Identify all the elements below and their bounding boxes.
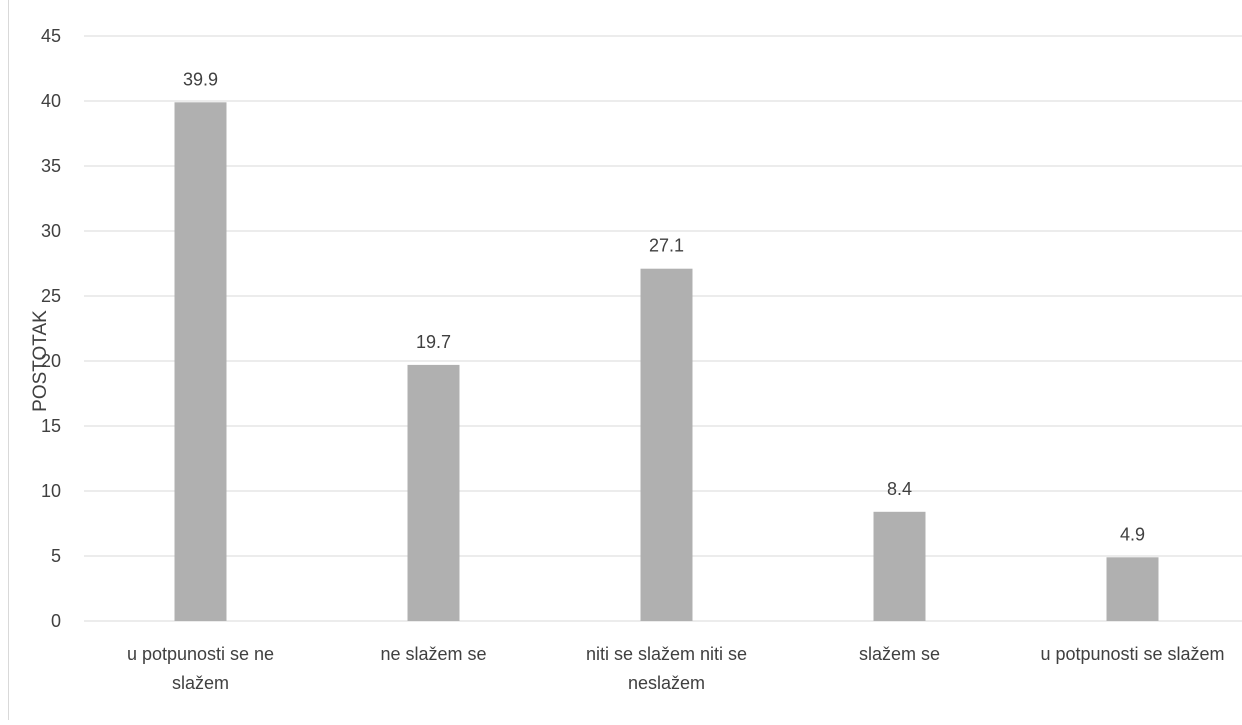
data-labels: 39.9 19.7 27.1 8.4 4.9: [183, 69, 1145, 544]
y-tick-label: 30: [41, 221, 61, 241]
bar: [174, 102, 227, 622]
y-tick-label: 0: [51, 611, 61, 631]
y-tick-label: 25: [41, 286, 61, 306]
bar: [640, 268, 693, 621]
bars: [174, 102, 1159, 622]
data-label: 39.9: [183, 69, 218, 89]
chart-title: [300, 0, 820, 6]
data-label: 8.4: [887, 479, 912, 499]
y-tick-label: 35: [41, 156, 61, 176]
x-tick-label: ne slažem se: [380, 644, 486, 664]
y-tick-label: 10: [41, 481, 61, 501]
y-tick-label: 20: [41, 351, 61, 371]
x-tick-label: u potpunosti se slažem: [1040, 644, 1224, 664]
y-axis-label: POSTOTAK: [30, 310, 51, 412]
bar: [873, 511, 926, 621]
data-label: 4.9: [1120, 524, 1145, 544]
y-tick-label: 15: [41, 416, 61, 436]
data-label: 27.1: [649, 236, 684, 256]
bar: [1106, 557, 1159, 621]
x-tick-label: u potpunosti se ne: [127, 644, 274, 664]
y-tick-label: 5: [51, 546, 61, 566]
y-axis-ticks: 0 5 10 15 20 25 30 35 40 45: [41, 26, 61, 631]
x-tick-label: neslažem: [628, 673, 705, 693]
x-tick-label: niti se slažem niti se: [586, 644, 747, 664]
x-tick-label: slažem se: [859, 644, 940, 664]
x-tick-label: slažem: [172, 673, 229, 693]
y-tick-label: 45: [41, 26, 61, 46]
bar: [407, 364, 460, 621]
y-tick-label: 40: [41, 91, 61, 111]
x-axis-ticks: u potpunosti se ne slažem ne slažem se niti…: [127, 644, 1225, 693]
chart-border: [8, 0, 9, 720]
data-label: 19.7: [416, 332, 451, 352]
